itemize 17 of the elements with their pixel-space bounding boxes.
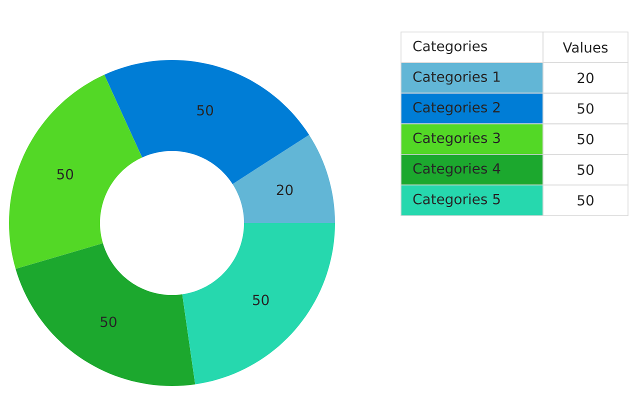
category-label: Categories 2: [413, 102, 500, 116]
data-label: 50: [578, 164, 594, 175]
category-label: Categories 5: [413, 194, 500, 208]
data-label: 50: [578, 195, 594, 206]
data-label: 50: [578, 103, 594, 114]
data-label: 20: [276, 184, 293, 196]
category-label: Categories 3: [413, 132, 500, 146]
category-label: Categories 1: [413, 71, 500, 85]
data-label: 50: [57, 168, 74, 180]
data-label: 50: [100, 316, 116, 328]
data-label: 50: [253, 294, 269, 306]
data-label: 50: [197, 104, 214, 116]
data-label: 50: [578, 134, 594, 144]
text: Categories: [413, 40, 488, 54]
text: Values: [562, 42, 608, 53]
data-label: 20: [578, 72, 594, 84]
category-label: Categories 4: [413, 162, 500, 176]
